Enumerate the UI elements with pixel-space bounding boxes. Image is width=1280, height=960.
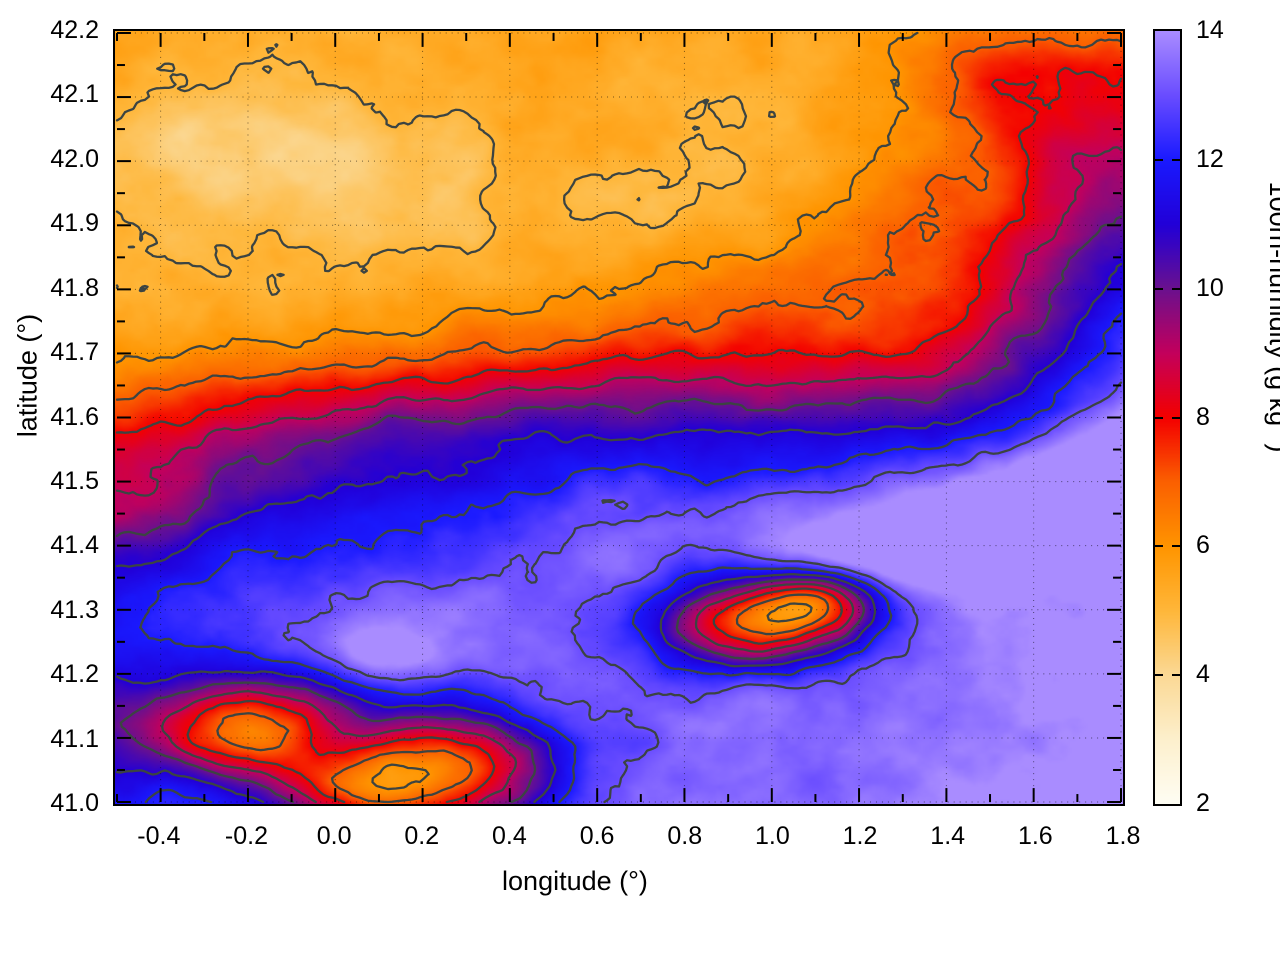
colorbar-tick-mark bbox=[1155, 545, 1163, 548]
x-axis-tick-label: 1.4 bbox=[930, 822, 966, 850]
colorbar-tick-mark bbox=[1155, 287, 1163, 290]
contour-lines bbox=[115, 31, 1123, 804]
x-axis-tick-label: -0.2 bbox=[224, 822, 269, 850]
colorbar-tick-mark bbox=[1172, 416, 1180, 419]
y-axis-tick-label: 41.1 bbox=[50, 724, 99, 753]
x-axis-tick-label: 1.0 bbox=[755, 822, 790, 850]
colorbar-tick-mark bbox=[1155, 158, 1163, 161]
y-axis-tick-label: 42.2 bbox=[50, 16, 99, 44]
x-axis-tick-label: 0.8 bbox=[667, 822, 703, 850]
colorbar-tick-label: 4 bbox=[1196, 660, 1210, 689]
x-axis-tick-label: 1.8 bbox=[1105, 822, 1141, 850]
colorbar-tick-mark bbox=[1155, 674, 1163, 677]
x-axis-tick-label: 0.2 bbox=[404, 822, 440, 850]
colorbar-tick-label: 10 bbox=[1196, 273, 1224, 302]
colorbar-tick-label: 8 bbox=[1196, 402, 1210, 431]
y-axis-tick-label: 42.0 bbox=[50, 144, 99, 173]
y-axis-tick-label: 41.8 bbox=[50, 273, 99, 302]
colorbar-tick-mark bbox=[1172, 545, 1180, 548]
y-axis-title: latitude (°) bbox=[12, 313, 43, 438]
colorbar-tick-label: 6 bbox=[1196, 531, 1210, 560]
colorbar-tick-mark bbox=[1155, 416, 1163, 419]
contour-and-grid-overlay bbox=[115, 31, 1123, 804]
y-axis-tick-label: 41.3 bbox=[50, 595, 99, 624]
colorbar-tick-label: 12 bbox=[1196, 144, 1224, 173]
x-axis-tick-label: 0.4 bbox=[492, 822, 527, 850]
x-axis-title: longitude (°) bbox=[502, 866, 648, 896]
y-axis-tick-label: 41.2 bbox=[50, 660, 99, 689]
y-axis-tick-label: 41.0 bbox=[50, 789, 99, 817]
x-axis-tick-label: 1.2 bbox=[842, 822, 878, 850]
x-axis-tick-label: -0.4 bbox=[137, 822, 181, 850]
y-axis-tick-label: 41.4 bbox=[50, 531, 99, 560]
y-axis-tick-label: 41.6 bbox=[50, 402, 99, 431]
colorbar-title-main: 100m-humidity (g kg bbox=[1264, 181, 1280, 427]
x-axis-tick-label: 0.6 bbox=[579, 822, 615, 850]
colorbar-tick-mark bbox=[1172, 674, 1180, 677]
colorbar-tick-mark bbox=[1172, 158, 1180, 161]
colorbar-title: 100m-humidity (g kg-1) bbox=[1263, 177, 1280, 457]
colorbar-tick-mark bbox=[1172, 287, 1180, 290]
colorbar-title-tail: ) bbox=[1264, 443, 1280, 452]
colorbar-tick-label: 2 bbox=[1196, 789, 1210, 817]
y-axis-tick-label: 41.9 bbox=[50, 209, 99, 238]
colorbar-title-exponent: -1 bbox=[1275, 426, 1280, 444]
x-axis-tick-label: 0.0 bbox=[316, 822, 352, 850]
axis-tick-marks bbox=[115, 31, 1123, 804]
y-axis-tick-label: 41.7 bbox=[50, 338, 99, 367]
map-plot-area[interactable] bbox=[113, 29, 1125, 806]
y-axis-tick-label: 42.1 bbox=[50, 80, 99, 109]
y-axis-tick-label: 41.5 bbox=[50, 466, 99, 495]
colorbar-tick-label: 14 bbox=[1196, 16, 1224, 44]
gridlines bbox=[116, 32, 1122, 803]
x-axis-tick-label: 1.6 bbox=[1017, 822, 1053, 850]
